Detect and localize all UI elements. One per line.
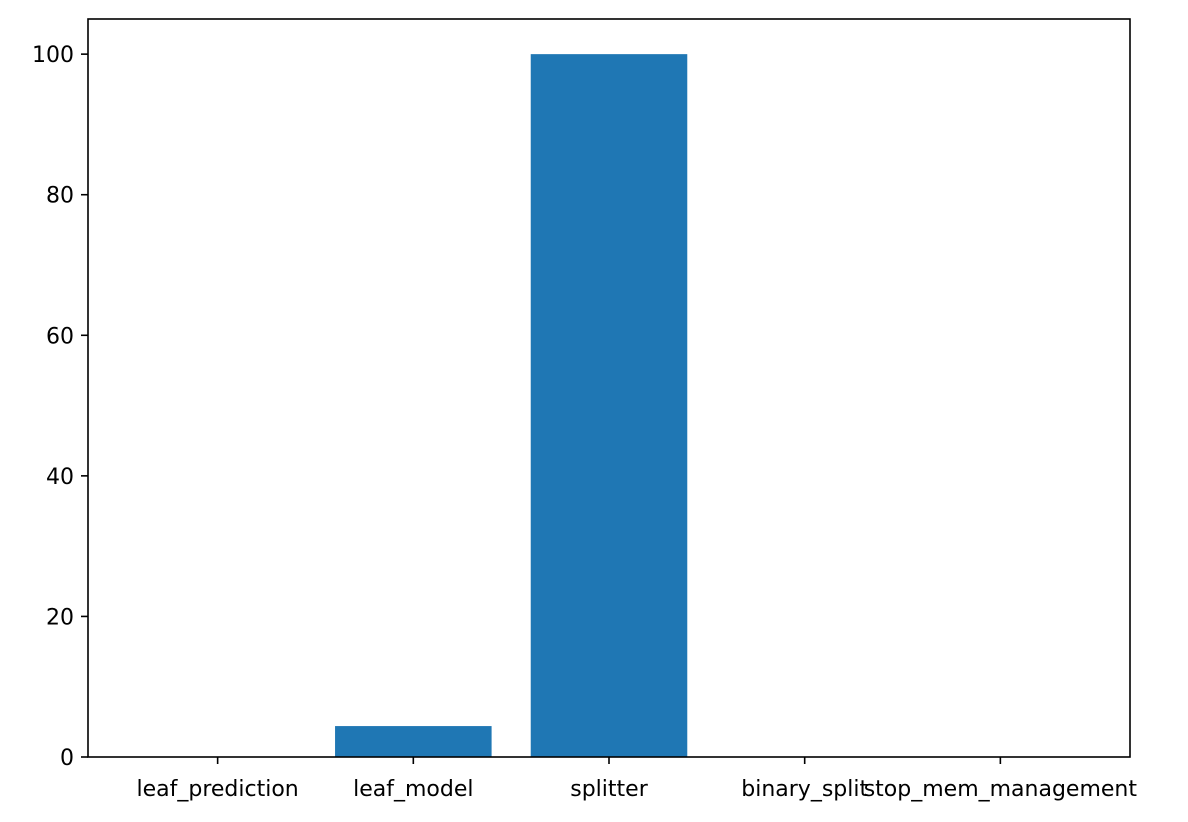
bar-leaf_model [335,726,492,757]
y-tick-label: 100 [32,43,74,68]
y-tick-label: 0 [60,746,74,771]
x-tick-label: leaf_model [353,777,473,802]
y-tick-label: 60 [46,324,74,349]
y-tick-label: 40 [46,465,74,490]
x-axis: leaf_prediction leaf_model splitter binary_… [137,757,1138,802]
x-tick-label: stop_mem_management [864,777,1138,802]
y-tick-label: 80 [46,184,74,209]
bars-group [335,54,688,757]
x-tick-label: leaf_prediction [137,777,299,802]
plot-frame [87,18,1131,758]
bar-splitter [530,54,688,757]
y-tick-label: 20 [46,605,74,630]
x-tick-label: binary_split [741,777,868,802]
y-axis: 0 20 40 60 80 100 [32,43,88,771]
x-tick-label: splitter [570,777,648,802]
